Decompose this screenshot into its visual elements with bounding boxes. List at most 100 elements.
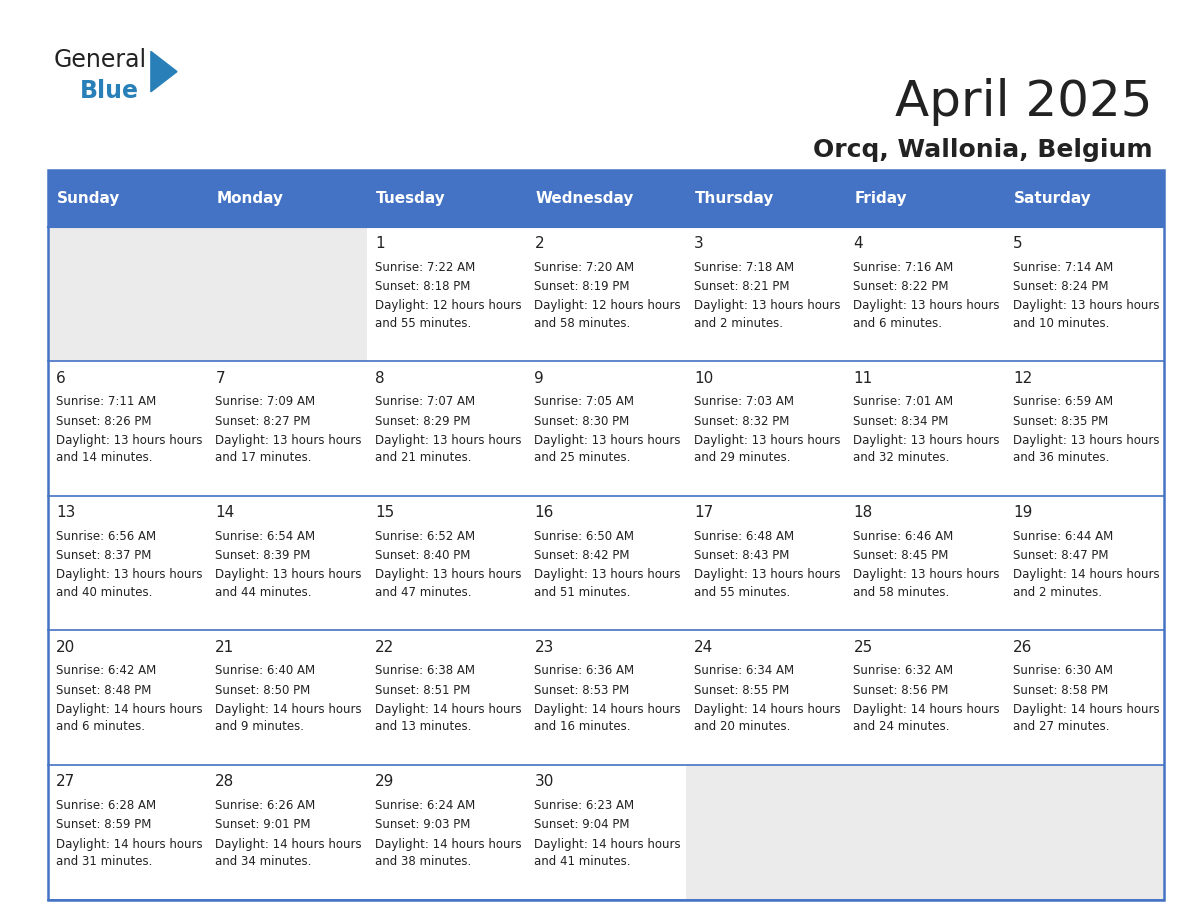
Text: Saturday: Saturday <box>1015 191 1092 206</box>
Text: Sunrise: 6:59 AM: Sunrise: 6:59 AM <box>1013 396 1113 409</box>
Text: Sunset: 8:58 PM: Sunset: 8:58 PM <box>1013 684 1108 697</box>
Text: Sunrise: 6:50 AM: Sunrise: 6:50 AM <box>535 530 634 543</box>
Text: Wednesday: Wednesday <box>536 191 634 206</box>
Text: and 34 minutes.: and 34 minutes. <box>215 855 311 868</box>
Bar <box>1005 631 1164 765</box>
Polygon shape <box>151 51 177 92</box>
Bar <box>207 362 367 496</box>
Text: Sunrise: 6:28 AM: Sunrise: 6:28 AM <box>56 799 156 812</box>
Bar <box>367 227 526 362</box>
Text: Sunrise: 6:44 AM: Sunrise: 6:44 AM <box>1013 530 1113 543</box>
Bar <box>367 362 526 496</box>
Text: Sunset: 8:48 PM: Sunset: 8:48 PM <box>56 684 151 697</box>
Text: Daylight: 14 hours hours: Daylight: 14 hours hours <box>853 703 1000 716</box>
Bar <box>845 765 1005 900</box>
Text: Daylight: 14 hours hours: Daylight: 14 hours hours <box>375 703 522 716</box>
Text: Sunset: 8:43 PM: Sunset: 8:43 PM <box>694 549 789 562</box>
Text: and 16 minutes.: and 16 minutes. <box>535 721 631 733</box>
Bar <box>367 170 526 227</box>
Bar <box>367 496 526 631</box>
Text: Sunrise: 6:26 AM: Sunrise: 6:26 AM <box>215 799 316 812</box>
Text: 21: 21 <box>215 640 234 655</box>
Text: Sunrise: 6:48 AM: Sunrise: 6:48 AM <box>694 530 794 543</box>
Text: Sunrise: 6:40 AM: Sunrise: 6:40 AM <box>215 665 316 677</box>
Text: Sunset: 8:24 PM: Sunset: 8:24 PM <box>1013 280 1108 293</box>
Text: Daylight: 13 hours hours: Daylight: 13 hours hours <box>853 568 1000 581</box>
Text: Daylight: 14 hours hours: Daylight: 14 hours hours <box>56 837 202 851</box>
Text: Sunset: 8:42 PM: Sunset: 8:42 PM <box>535 549 630 562</box>
Text: Sunrise: 7:18 AM: Sunrise: 7:18 AM <box>694 261 794 274</box>
Text: Sunset: 8:55 PM: Sunset: 8:55 PM <box>694 684 789 697</box>
Bar <box>845 362 1005 496</box>
Text: and 58 minutes.: and 58 minutes. <box>853 586 949 599</box>
Text: Sunday: Sunday <box>57 191 120 206</box>
Text: Daylight: 13 hours hours: Daylight: 13 hours hours <box>853 299 1000 312</box>
Bar <box>685 496 845 631</box>
Text: Sunrise: 6:52 AM: Sunrise: 6:52 AM <box>375 530 475 543</box>
Text: 13: 13 <box>56 505 75 521</box>
Text: and 40 minutes.: and 40 minutes. <box>56 586 152 599</box>
Bar <box>685 170 845 227</box>
Text: Sunset: 9:03 PM: Sunset: 9:03 PM <box>375 818 470 832</box>
Text: and 44 minutes.: and 44 minutes. <box>215 586 312 599</box>
Text: Sunrise: 6:24 AM: Sunrise: 6:24 AM <box>375 799 475 812</box>
Text: and 51 minutes.: and 51 minutes. <box>535 586 631 599</box>
Text: Thursday: Thursday <box>695 191 775 206</box>
Text: Sunrise: 6:23 AM: Sunrise: 6:23 AM <box>535 799 634 812</box>
Text: 29: 29 <box>375 774 394 789</box>
Text: and 6 minutes.: and 6 minutes. <box>56 721 145 733</box>
Bar <box>845 631 1005 765</box>
Text: Sunset: 8:51 PM: Sunset: 8:51 PM <box>375 684 470 697</box>
Text: Sunset: 8:59 PM: Sunset: 8:59 PM <box>56 818 151 832</box>
Bar <box>526 631 685 765</box>
Text: Daylight: 13 hours hours: Daylight: 13 hours hours <box>1013 299 1159 312</box>
Text: April 2025: April 2025 <box>895 78 1152 126</box>
Text: Tuesday: Tuesday <box>377 191 446 206</box>
Text: Sunset: 9:01 PM: Sunset: 9:01 PM <box>215 818 311 832</box>
Text: and 2 minutes.: and 2 minutes. <box>694 317 783 330</box>
Text: Sunset: 8:37 PM: Sunset: 8:37 PM <box>56 549 151 562</box>
Text: Daylight: 14 hours hours: Daylight: 14 hours hours <box>535 703 681 716</box>
Bar <box>526 170 685 227</box>
Text: Monday: Monday <box>216 191 284 206</box>
Text: Sunset: 8:32 PM: Sunset: 8:32 PM <box>694 415 789 428</box>
Text: 28: 28 <box>215 774 234 789</box>
Text: Sunset: 8:40 PM: Sunset: 8:40 PM <box>375 549 470 562</box>
Text: 14: 14 <box>215 505 234 521</box>
Text: and 38 minutes.: and 38 minutes. <box>375 855 472 868</box>
Text: Daylight: 13 hours hours: Daylight: 13 hours hours <box>56 568 202 581</box>
Text: and 20 minutes.: and 20 minutes. <box>694 721 790 733</box>
Text: Sunset: 8:35 PM: Sunset: 8:35 PM <box>1013 415 1108 428</box>
Text: and 47 minutes.: and 47 minutes. <box>375 586 472 599</box>
Bar <box>207 765 367 900</box>
Text: Daylight: 14 hours hours: Daylight: 14 hours hours <box>1013 568 1159 581</box>
Text: Daylight: 13 hours hours: Daylight: 13 hours hours <box>215 568 362 581</box>
Text: Sunrise: 6:42 AM: Sunrise: 6:42 AM <box>56 665 156 677</box>
Text: Daylight: 14 hours hours: Daylight: 14 hours hours <box>375 837 522 851</box>
Bar <box>526 765 685 900</box>
Text: 25: 25 <box>853 640 873 655</box>
Text: and 2 minutes.: and 2 minutes. <box>1013 586 1102 599</box>
Bar <box>207 170 367 227</box>
Bar <box>48 227 207 362</box>
Text: General: General <box>53 48 146 72</box>
Text: 7: 7 <box>215 371 225 386</box>
Text: Sunrise: 7:16 AM: Sunrise: 7:16 AM <box>853 261 954 274</box>
Text: 9: 9 <box>535 371 544 386</box>
Text: and 41 minutes.: and 41 minutes. <box>535 855 631 868</box>
Text: 22: 22 <box>375 640 394 655</box>
Bar <box>207 227 367 362</box>
Text: Daylight: 12 hours hours: Daylight: 12 hours hours <box>535 299 681 312</box>
Text: and 32 minutes.: and 32 minutes. <box>853 452 950 465</box>
Text: Sunset: 8:19 PM: Sunset: 8:19 PM <box>535 280 630 293</box>
Text: Sunset: 8:26 PM: Sunset: 8:26 PM <box>56 415 151 428</box>
Text: and 14 minutes.: and 14 minutes. <box>56 452 152 465</box>
Text: Sunset: 8:29 PM: Sunset: 8:29 PM <box>375 415 470 428</box>
Text: and 29 minutes.: and 29 minutes. <box>694 452 790 465</box>
Text: 8: 8 <box>375 371 385 386</box>
Bar <box>48 631 207 765</box>
Text: 24: 24 <box>694 640 713 655</box>
Text: and 9 minutes.: and 9 minutes. <box>215 721 304 733</box>
Text: Sunset: 8:45 PM: Sunset: 8:45 PM <box>853 549 949 562</box>
Text: and 36 minutes.: and 36 minutes. <box>1013 452 1110 465</box>
